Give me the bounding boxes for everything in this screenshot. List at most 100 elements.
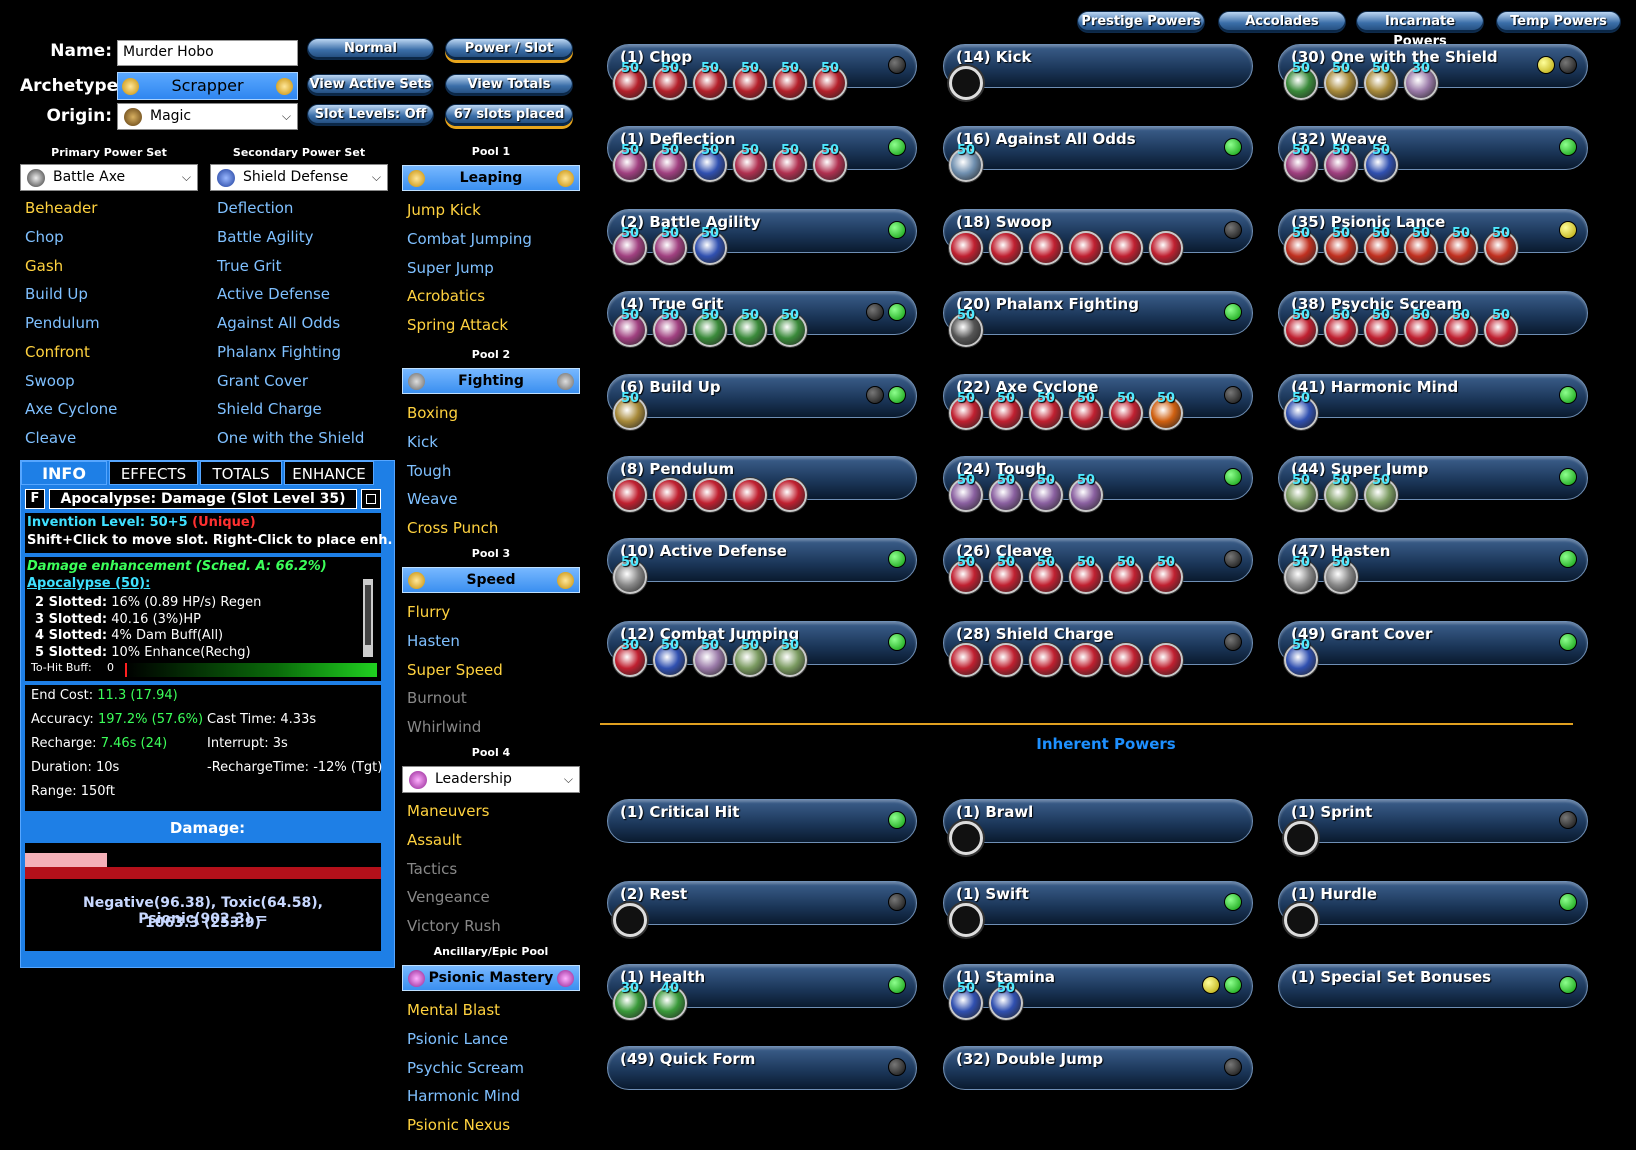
slots-placed-button[interactable]: 67 slots placed <box>445 104 573 126</box>
origin-select[interactable]: Magic ⌵ <box>117 103 298 130</box>
enhancement-icon[interactable] <box>733 313 767 348</box>
status-led-icon[interactable] <box>888 138 906 157</box>
enhancement-icon[interactable] <box>613 395 647 430</box>
power-hasten[interactable]: Hasten <box>407 631 460 650</box>
enhancement-icon[interactable] <box>949 642 983 677</box>
power-cross-punch[interactable]: Cross Punch <box>407 519 499 537</box>
power-whirlwind[interactable]: Whirlwind <box>407 718 482 736</box>
status-led-icon[interactable] <box>888 975 906 994</box>
status-led-icon[interactable] <box>1559 56 1577 74</box>
enhancement-icon[interactable] <box>733 478 767 512</box>
enhancement-icon[interactable] <box>773 313 807 348</box>
power-burnout[interactable]: Burnout <box>407 689 467 708</box>
enhancement-icon[interactable] <box>773 148 807 183</box>
power-harmonic-mind[interactable]: Harmonic Mind <box>407 1087 520 1106</box>
status-led-icon[interactable] <box>888 303 906 322</box>
power-mental-blast[interactable]: Mental Blast <box>407 1001 501 1019</box>
enhancement-icon[interactable] <box>1109 395 1143 430</box>
power-one-with-the-shield[interactable]: One with the Shield <box>217 429 365 447</box>
enhancement-icon[interactable] <box>653 313 687 348</box>
enhancement-icon[interactable] <box>989 642 1023 677</box>
power-psychic-scream[interactable]: Psychic Scream <box>407 1058 525 1077</box>
status-led-icon[interactable] <box>1559 385 1577 404</box>
enhancement-icon[interactable] <box>1284 395 1318 430</box>
tab-effects[interactable]: EFFECTS <box>109 461 198 485</box>
enhancement-icon[interactable] <box>1149 395 1183 430</box>
power-beheader[interactable]: Beheader <box>25 199 98 217</box>
empty-slot-icon[interactable] <box>1284 821 1318 855</box>
archetype-select[interactable]: Scrapper <box>117 72 298 100</box>
enhancement-icon[interactable] <box>1029 395 1063 430</box>
power-super-jump[interactable]: Super Jump <box>407 258 494 277</box>
tab-totals[interactable]: TOTALS <box>200 461 282 485</box>
enhancement-icon[interactable] <box>693 148 727 183</box>
enhancement-icon[interactable] <box>1069 478 1103 512</box>
status-led-icon[interactable] <box>888 893 906 912</box>
power-slot-kick[interactable]: (14) Kick <box>943 44 1253 88</box>
enhancement-icon[interactable] <box>693 642 727 677</box>
enhancement-icon[interactable] <box>1324 230 1358 265</box>
enhancement-icon[interactable] <box>653 66 687 100</box>
power-phalanx-fighting[interactable]: Phalanx Fighting <box>217 342 342 361</box>
enhancement-icon[interactable] <box>733 66 767 100</box>
status-led-icon[interactable] <box>888 811 906 829</box>
enhancement-icon[interactable] <box>773 642 807 677</box>
enhancement-icon[interactable] <box>733 642 767 677</box>
enhancement-icon[interactable] <box>1284 478 1318 512</box>
enhancement-icon[interactable] <box>613 642 647 677</box>
power-swoop[interactable]: Swoop <box>25 371 75 390</box>
status-led-icon[interactable] <box>1224 385 1242 404</box>
enhancement-icon[interactable] <box>949 560 983 595</box>
power-slot-double-jump[interactable]: (32) Double Jump <box>943 1046 1253 1091</box>
enhancement-icon[interactable] <box>949 478 983 512</box>
empty-slot-icon[interactable] <box>949 821 983 855</box>
power-super-speed[interactable]: Super Speed <box>407 660 503 679</box>
enhancement-icon[interactable] <box>1324 560 1358 595</box>
enhancement-icon[interactable] <box>1324 148 1358 183</box>
status-led-icon[interactable] <box>866 385 884 404</box>
status-led-icon[interactable] <box>888 632 906 651</box>
enhancement-icon[interactable] <box>693 230 727 265</box>
enhancement-icon[interactable] <box>613 148 647 183</box>
empty-slot-icon[interactable] <box>949 903 983 938</box>
enhancement-icon[interactable] <box>949 985 983 1020</box>
power-build-up[interactable]: Build Up <box>25 285 88 304</box>
enhancement-icon[interactable] <box>1324 478 1358 512</box>
enhancement-icon[interactable] <box>949 230 983 265</box>
power-shield-charge[interactable]: Shield Charge <box>217 400 322 419</box>
status-led-icon[interactable] <box>1537 56 1555 74</box>
status-led-icon[interactable] <box>1224 1058 1242 1077</box>
enhancement-icon[interactable] <box>1284 66 1318 100</box>
power-against-all-odds[interactable]: Against All Odds <box>217 314 341 332</box>
enhancement-icon[interactable] <box>1069 395 1103 430</box>
enhancement-icon[interactable] <box>949 313 983 348</box>
enhancement-icon[interactable] <box>813 148 847 183</box>
enhancement-icon[interactable] <box>1404 313 1438 348</box>
pool-select-leadership[interactable]: Leadership ⌵ <box>402 766 580 793</box>
status-led-icon[interactable] <box>1559 220 1577 239</box>
power-victory-rush[interactable]: Victory Rush <box>407 917 501 935</box>
status-led-icon[interactable] <box>1559 468 1577 486</box>
enhancement-icon[interactable] <box>613 560 647 595</box>
prestige-powers-button[interactable]: Prestige Powers <box>1077 11 1205 33</box>
power-battle-agility[interactable]: Battle Agility <box>217 227 314 246</box>
status-led-icon[interactable] <box>888 385 906 404</box>
slot-levels-button[interactable]: Slot Levels: Off <box>307 104 434 126</box>
enhancement-icon[interactable] <box>1149 230 1183 265</box>
status-led-icon[interactable] <box>888 1058 906 1077</box>
power-active-defense[interactable]: Active Defense <box>217 285 331 304</box>
enhancement-icon[interactable] <box>1324 66 1358 100</box>
status-led-icon[interactable] <box>1224 468 1242 486</box>
status-led-icon[interactable] <box>1559 138 1577 157</box>
status-led-icon[interactable] <box>1224 303 1242 322</box>
enhancement-icon[interactable] <box>613 66 647 100</box>
power-deflection[interactable]: Deflection <box>217 199 294 217</box>
primary-set-select[interactable]: Battle Axe ⌵ <box>20 164 198 191</box>
power-slot-sprint[interactable]: (1) Sprint <box>1278 799 1588 843</box>
scrollbar[interactable] <box>363 579 373 657</box>
power-true-grit[interactable]: True Grit <box>217 256 282 275</box>
pool-select-speed[interactable]: Speed <box>402 567 580 593</box>
enhancement-icon[interactable] <box>653 148 687 183</box>
status-led-icon[interactable] <box>888 56 906 74</box>
enhancement-icon[interactable] <box>1364 66 1398 100</box>
